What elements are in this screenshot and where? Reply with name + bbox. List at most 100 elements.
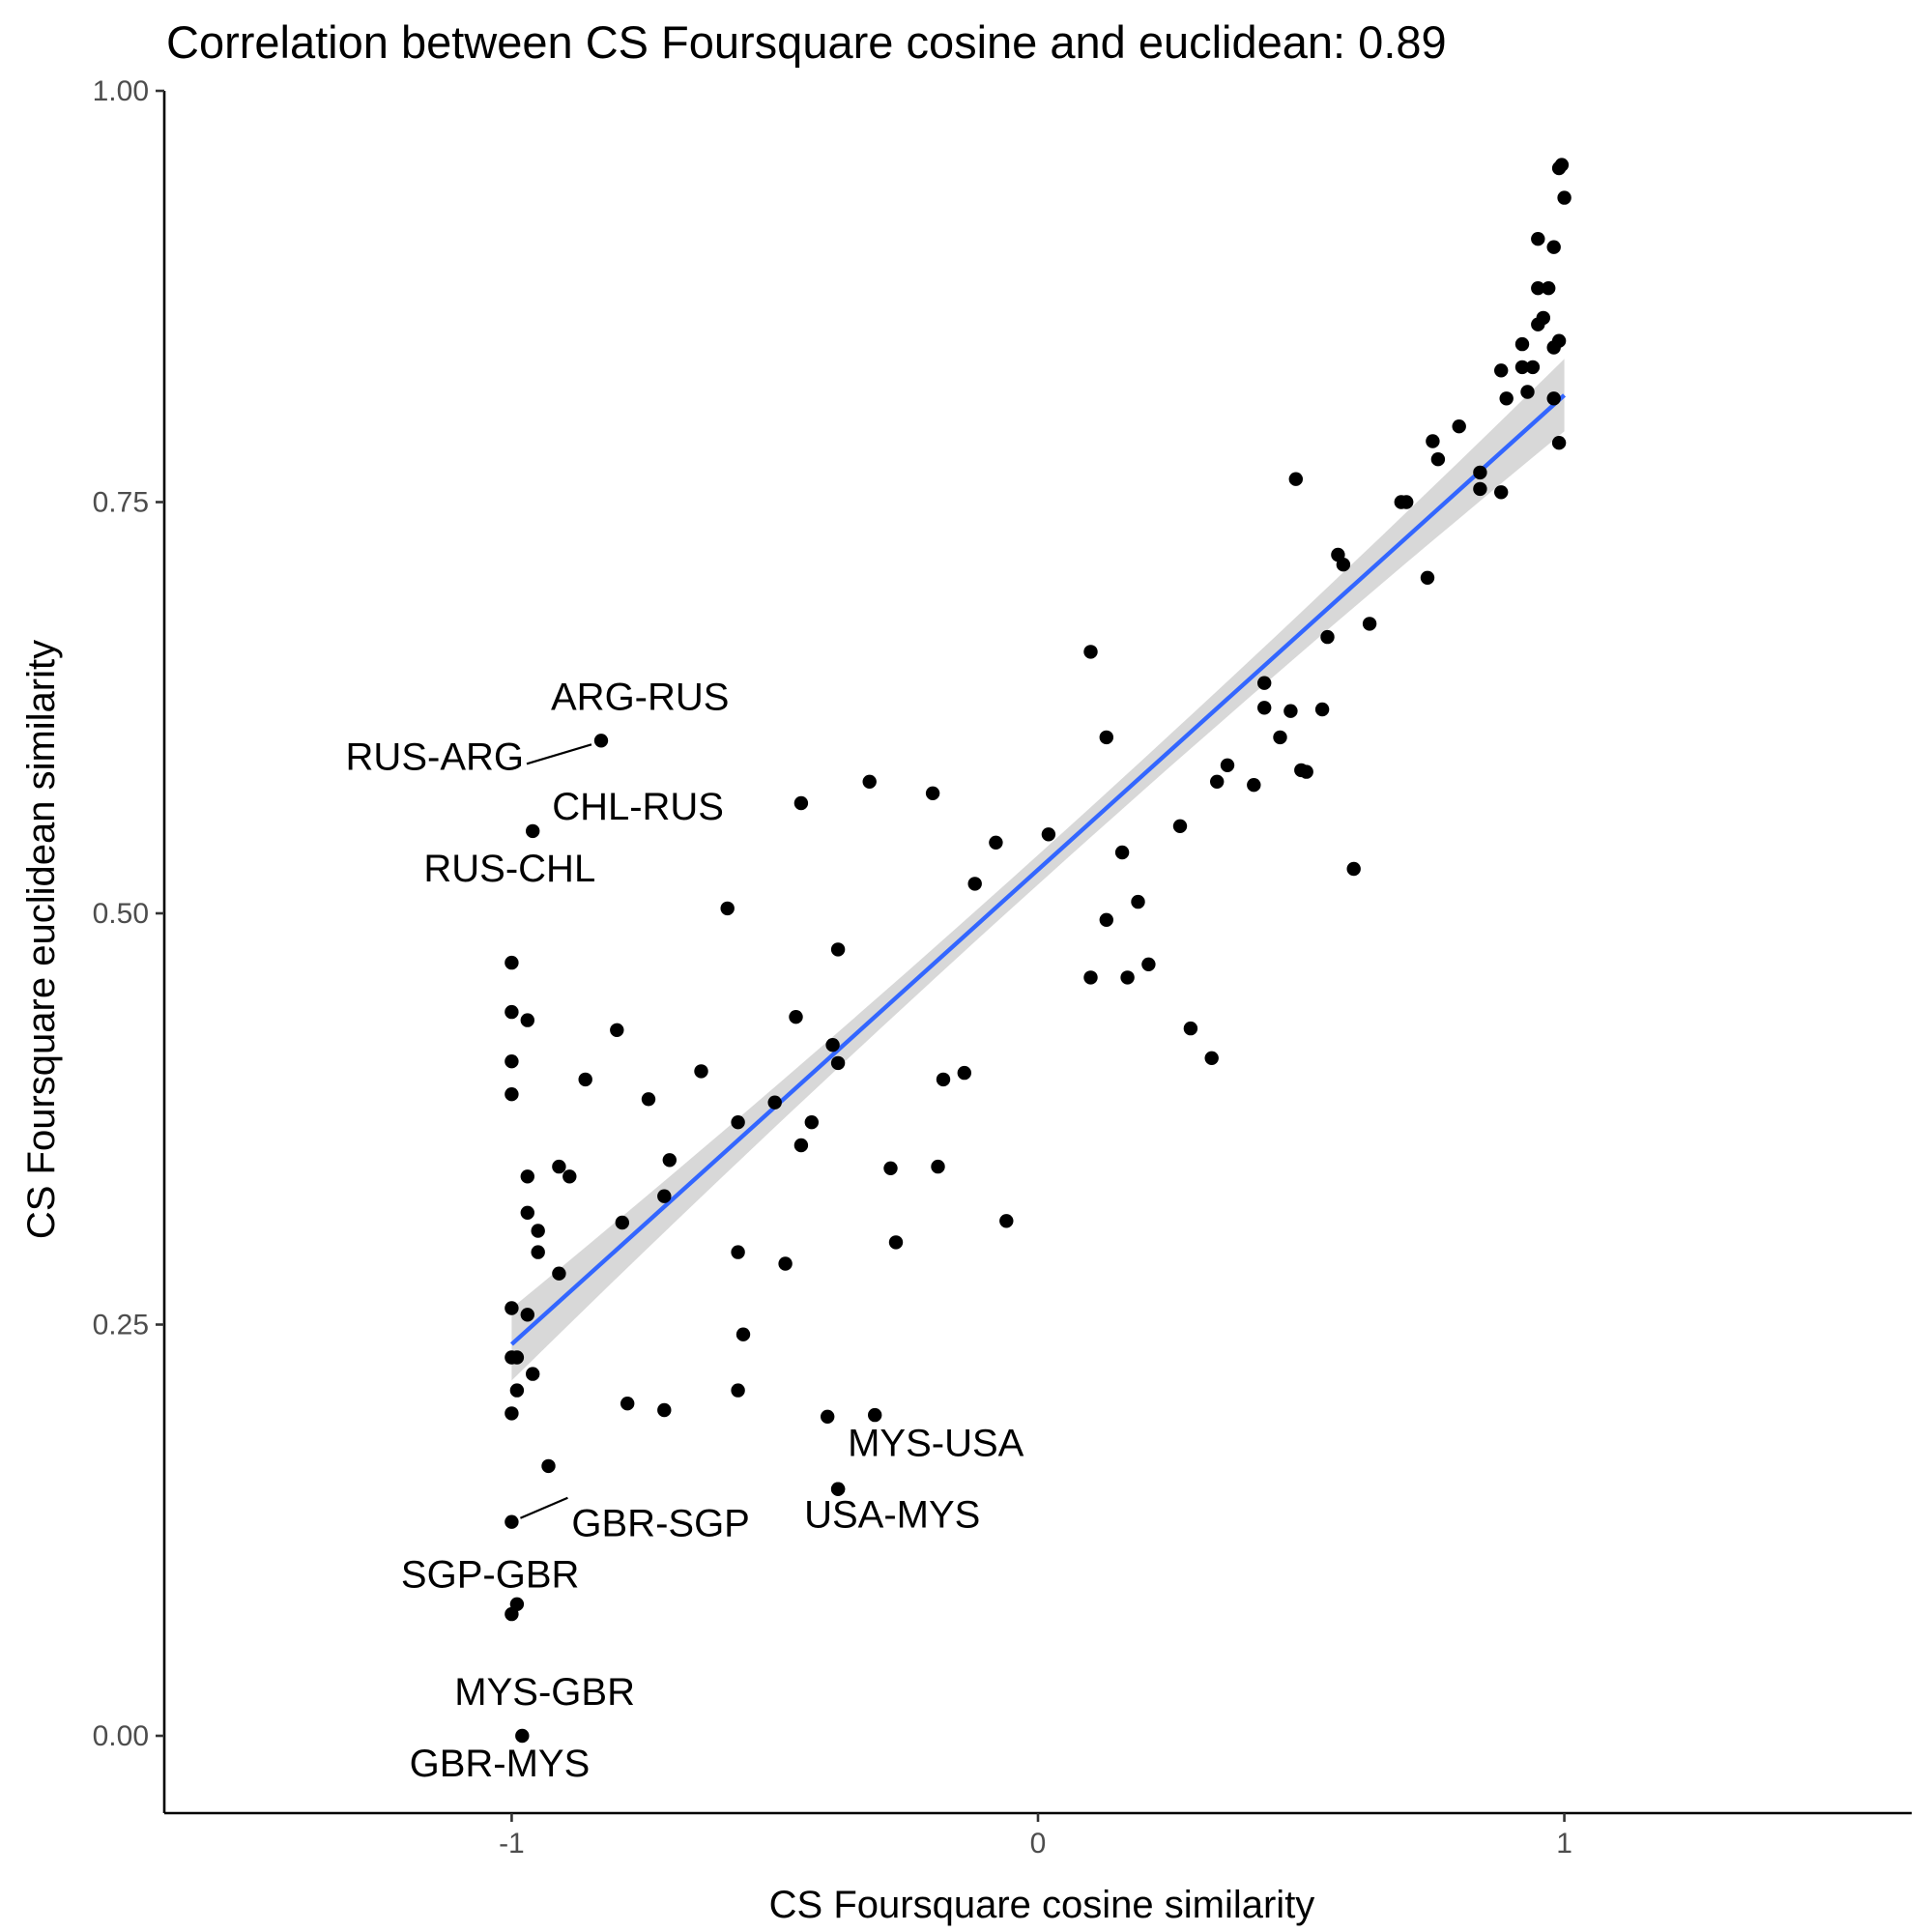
data-point [1288,472,1304,486]
point-label: GBR-MYS [410,1743,591,1785]
data-point [789,1010,803,1024]
point-label: ARG-RUS [551,676,729,718]
data-point [1283,704,1298,718]
data-point [1514,336,1530,352]
data-point [883,1161,898,1176]
x-tick-label: 1 [1556,1828,1572,1860]
data-point [1114,845,1130,860]
data-point [610,1023,624,1038]
data-point [1546,391,1561,406]
data-point [936,1072,951,1087]
data-point [868,1407,882,1423]
data-point [520,1308,534,1322]
y-tick-label: 0.50 [93,898,149,930]
data-point [1210,774,1225,789]
data-point [505,1054,519,1069]
point-label: GBR-SGP [571,1503,749,1545]
data-point [830,1055,846,1071]
data-point [931,1159,945,1174]
data-point [862,774,877,789]
data-point [552,1266,566,1281]
data-point [505,1606,519,1622]
data-point [830,942,846,957]
points-layer [505,158,1572,1744]
data-point [1041,827,1056,842]
labeled-data-point [526,823,540,839]
data-point [1257,701,1272,715]
y-tick-label: 1.00 [93,75,149,107]
point-labels-layer: ARG-RUS RUS-ARG CHL-RUS RUS-CHL MYS-USA USA-M… [346,676,1024,1785]
data-point [526,1367,540,1381]
data-point [1551,436,1567,450]
data-point [505,955,519,970]
data-point [509,1383,525,1398]
fit-line [509,393,1567,1346]
data-point [1525,360,1541,375]
data-point [1399,495,1414,509]
data-point [1120,970,1135,985]
data-point [1520,385,1535,399]
data-point [1172,819,1188,833]
data-point [767,1095,782,1110]
data-point [1546,240,1561,254]
data-point [657,1189,672,1203]
data-point [1299,764,1313,779]
x-axis-title: CS Foursquare cosine similarity [769,1884,1315,1926]
data-point [1494,485,1509,500]
label-connector [519,1496,568,1519]
x-tick-label: 0 [1030,1828,1047,1860]
data-point [520,1169,534,1184]
data-point [1531,317,1545,332]
data-point [1554,158,1570,172]
data-point [620,1397,635,1411]
data-point [731,1115,745,1130]
data-point [520,1205,534,1221]
chart-title: Correlation between CS Foursquare cosine… [166,16,1447,68]
data-point [825,1038,840,1053]
data-point [957,1065,971,1081]
data-point [531,1224,545,1238]
data-point [1452,419,1466,434]
data-point [1083,645,1098,659]
data-point [731,1383,745,1398]
data-point [731,1245,745,1259]
data-point [1473,465,1487,480]
data-point [778,1256,793,1271]
fit-line-layer [509,393,1567,1346]
data-point [888,1235,904,1250]
data-point [1099,912,1114,927]
data-point [1473,481,1487,497]
data-point [1514,360,1530,375]
data-point [541,1458,556,1474]
data-point [999,1214,1014,1228]
data-point [509,1350,525,1365]
data-point [1336,558,1351,572]
data-point [967,877,982,891]
data-point [1557,190,1572,205]
point-label: USA-MYS [804,1494,980,1537]
data-point [562,1169,577,1184]
data-point [1430,452,1446,467]
data-point [1141,957,1156,971]
data-point [1420,570,1435,585]
data-point [641,1092,656,1107]
data-point [694,1064,708,1079]
y-tick-label: 0.75 [93,487,149,519]
labeled-data-point [593,734,609,748]
axes-layer: -1 0 1 0.00 0.25 0.50 0.75 1.00 [93,75,1912,1860]
data-point [1220,758,1235,772]
data-point [1499,391,1514,406]
label-connector [526,743,592,765]
data-point [1546,340,1561,355]
data-point [1131,894,1145,909]
data-point [615,1215,629,1230]
labeled-data-point [515,1728,530,1744]
data-point [1204,1051,1219,1066]
data-point [720,901,735,916]
data-point [1426,434,1440,448]
x-tick-label: -1 [499,1828,525,1860]
data-point [1362,617,1377,631]
data-point [735,1327,751,1341]
data-point [1183,1021,1198,1036]
